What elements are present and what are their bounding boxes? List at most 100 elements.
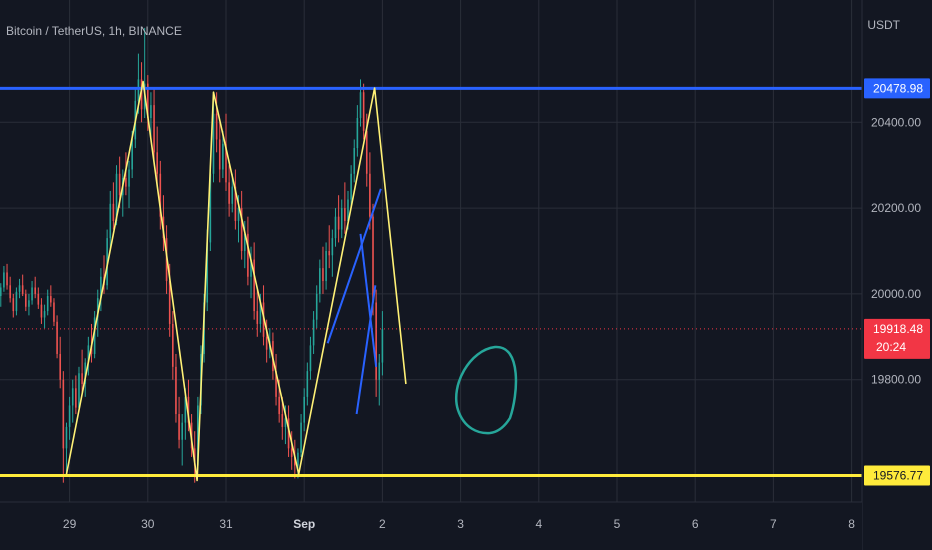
candle-body <box>53 302 55 322</box>
candle-body <box>209 173 212 243</box>
last-price-label: 19918.48 <box>873 322 923 336</box>
x-tick-label: 6 <box>692 517 699 531</box>
x-tick-label: 2 <box>379 517 386 531</box>
last-price-label-bg <box>864 318 930 359</box>
x-tick-label: Sep <box>293 517 315 531</box>
candle-body <box>128 169 130 187</box>
candle-body <box>237 208 240 221</box>
x-tick-label: 31 <box>219 517 233 531</box>
candle-body <box>247 233 249 277</box>
candle-body <box>243 233 246 251</box>
candle-body <box>87 345 90 363</box>
y-tick-label: 20200.00 <box>871 201 921 215</box>
candle-body <box>184 396 187 423</box>
candle-body <box>259 302 262 324</box>
candle-body <box>359 92 362 118</box>
candle-body <box>334 216 337 239</box>
candle-body <box>34 287 36 294</box>
candle-body <box>75 388 77 408</box>
candle-body <box>215 113 218 140</box>
candle-body <box>197 405 199 466</box>
candle-body <box>312 319 315 346</box>
x-tick-label: 8 <box>848 517 855 531</box>
candle-body <box>125 178 127 187</box>
symbol-title: Bitcoin / TetherUS, 1h, BINANCE <box>6 24 182 38</box>
candle-body <box>172 323 174 367</box>
candle-body <box>71 388 74 406</box>
candle-body <box>78 373 80 408</box>
candle-body <box>112 203 115 221</box>
candle-body <box>21 285 24 294</box>
candle-body <box>309 345 312 372</box>
candle-body <box>340 208 343 230</box>
candle-body <box>46 296 49 312</box>
candle-body <box>40 304 43 318</box>
candle-body <box>369 173 371 217</box>
candle-body <box>150 105 152 118</box>
countdown-label: 20:24 <box>876 340 906 354</box>
candle-body <box>319 268 321 294</box>
candle-body <box>15 291 18 312</box>
candle-body <box>31 287 33 301</box>
candle-body <box>281 414 284 427</box>
candle-body <box>297 452 299 466</box>
candle-body <box>118 173 121 196</box>
candle-body <box>300 422 302 453</box>
time-axis <box>0 502 862 550</box>
x-tick-label: 29 <box>63 517 77 531</box>
candle-body <box>131 139 133 170</box>
candle-body <box>181 422 184 440</box>
x-tick-label: 7 <box>770 517 777 531</box>
candle-body <box>315 293 318 320</box>
candle-body <box>234 186 237 221</box>
zigzag-pattern <box>65 80 407 482</box>
candle-body <box>156 152 158 174</box>
candle-body <box>253 259 255 312</box>
candle-body <box>175 366 177 415</box>
candle-body <box>353 148 356 174</box>
candle-body <box>84 362 87 385</box>
resistance-price-label: 20478.98 <box>873 81 923 95</box>
candle-body <box>43 311 46 318</box>
candle-body <box>6 272 8 286</box>
candle-body <box>362 92 365 131</box>
candle-body <box>115 173 118 221</box>
candle-body <box>365 130 368 174</box>
candle-body <box>344 208 346 221</box>
candle-body <box>93 317 96 354</box>
candle-body <box>328 251 331 256</box>
support-price-label-bg <box>864 465 930 486</box>
candle-body <box>303 396 305 423</box>
candle-body <box>265 336 268 350</box>
candle-body <box>159 173 162 217</box>
candle-body <box>222 143 224 170</box>
candle-body <box>290 448 293 457</box>
candle-body <box>187 396 190 423</box>
candle-body <box>0 287 2 297</box>
candle-body <box>153 105 155 153</box>
candle-body <box>306 371 309 397</box>
candle-body <box>62 379 65 449</box>
y-tick-label: 20400.00 <box>871 115 921 129</box>
candle-body <box>212 113 215 174</box>
candle-body <box>56 321 58 354</box>
candle-body <box>25 293 27 307</box>
candle-body <box>140 79 143 110</box>
candle-body <box>12 298 15 312</box>
trendline <box>326 188 382 344</box>
candle-body <box>287 418 290 449</box>
candle-body <box>3 272 5 288</box>
candle-body <box>168 281 171 324</box>
candle-body <box>322 268 324 282</box>
candle-body <box>68 405 71 427</box>
candle-body <box>240 208 243 251</box>
candle-body <box>294 456 296 466</box>
x-tick-label: 5 <box>614 517 621 531</box>
x-tick-label: 4 <box>535 517 542 531</box>
support-price-label: 19576.77 <box>873 468 923 482</box>
candle-body <box>228 182 230 204</box>
candle-body <box>109 203 112 239</box>
